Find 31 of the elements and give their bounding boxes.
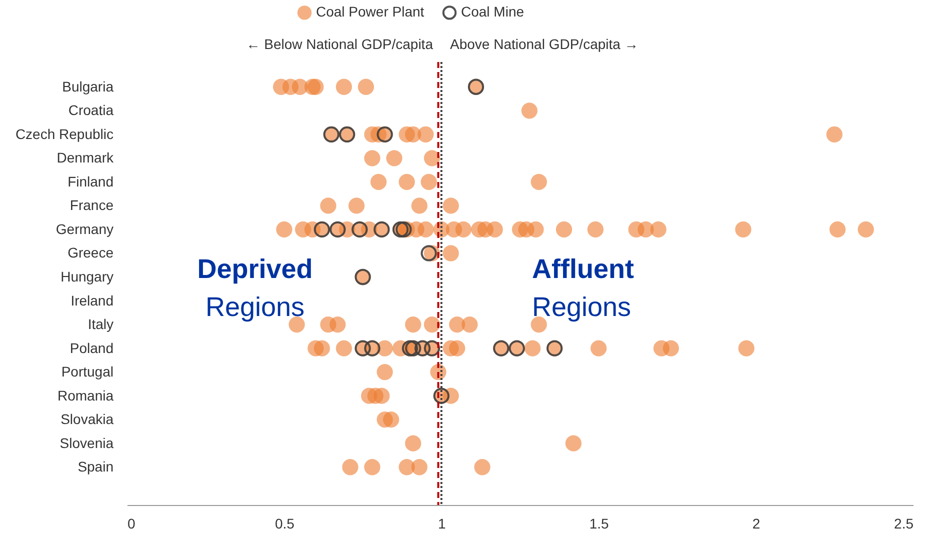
y-tick-label: Slovenia <box>60 434 114 451</box>
x-tick-label: 1.5 <box>589 516 610 532</box>
y-tick-label: Czech Republic <box>15 126 114 142</box>
y-tick-label: France <box>70 197 114 214</box>
y-tick-label: Poland <box>70 340 114 356</box>
x-tick-label: 0 <box>128 516 136 532</box>
y-tick-label: Croatia <box>68 102 114 118</box>
annotation: Deprived <box>197 254 313 284</box>
y-tick-label: Bulgaria <box>62 78 114 94</box>
x-tick-label: 1 <box>438 516 446 532</box>
y-tick-label: Spain <box>78 458 114 475</box>
y-tick-label: Germany <box>56 220 114 237</box>
legend-label: Coal Mine <box>461 4 524 20</box>
y-tick-label: Slovakia <box>60 411 114 428</box>
annotation: Regions <box>205 292 305 322</box>
y-tick-label: Finland <box>68 173 114 190</box>
x-tick-label: 0.5 <box>274 516 295 532</box>
y-tick-label: Romania <box>57 387 114 404</box>
y-tick-label: Ireland <box>70 292 114 308</box>
x-tick-label: 2 <box>752 516 760 532</box>
y-tick-label: Italy <box>88 316 114 332</box>
y-tick-label: Hungary <box>60 268 114 284</box>
y-tick-label: Denmark <box>56 150 114 166</box>
text: ← Below National GDP/capita <box>246 36 434 52</box>
y-tick-label: Portugal <box>61 364 114 380</box>
x-tick-label: 2.5 <box>894 516 914 532</box>
y-tick-label: Greece <box>68 244 114 261</box>
annotation: Regions <box>532 292 632 322</box>
annotation: Affluent <box>532 254 634 284</box>
legend-label: Coal Power Plant <box>316 4 424 20</box>
text: Above National GDP/capita → <box>450 36 638 52</box>
